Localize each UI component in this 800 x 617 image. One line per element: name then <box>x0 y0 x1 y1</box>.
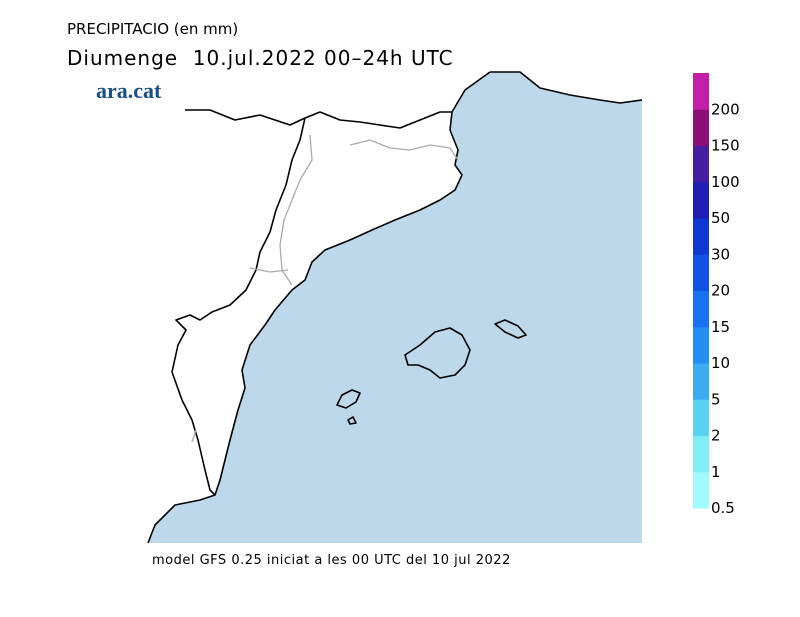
footer: model GFS 0.25 iniciat a les 00 UTC del … <box>152 553 511 568</box>
legend-label: 2 <box>711 427 721 445</box>
legend-swatch <box>693 326 709 364</box>
legend-label: 0.5 <box>711 499 735 517</box>
legend-label: 100 <box>711 173 740 191</box>
legend-label: 30 <box>711 245 730 263</box>
map-title: PRECIPITACIO (en mm) <box>67 20 238 38</box>
legend-swatch <box>693 109 709 146</box>
legend-label: 20 <box>711 282 730 300</box>
legend-label: 50 <box>711 209 730 227</box>
map <box>147 71 643 544</box>
legend-swatch <box>693 73 709 110</box>
legend-label: 1 <box>711 463 721 481</box>
legend-swatch <box>693 181 709 219</box>
legend-swatch <box>693 218 709 255</box>
legend-label: 5 <box>711 390 721 408</box>
legend-label: 15 <box>711 318 730 336</box>
island-menorca <box>494 319 527 339</box>
legend-label: 200 <box>711 100 740 118</box>
legend-swatch <box>693 363 709 400</box>
sea <box>148 72 642 543</box>
island-mallorca <box>404 327 471 379</box>
logo: ara.cat <box>96 78 162 103</box>
coastline <box>147 71 643 544</box>
legend-swatch <box>693 145 709 183</box>
border <box>171 109 452 496</box>
map-subtitle: Diumenge 10.jul.2022 00–24h UTC <box>67 46 454 70</box>
legend: 0.5 1 2 5 10 15 20 30 50 100 150 200 <box>693 73 740 517</box>
island-ibiza <box>336 389 361 409</box>
legend-swatch <box>693 471 709 509</box>
legend-label: 10 <box>711 354 730 372</box>
legend-swatch <box>693 290 709 328</box>
region-border <box>191 134 459 443</box>
legend-swatch <box>693 399 709 436</box>
legend-label: 150 <box>711 137 740 155</box>
legend-swatch <box>693 435 709 473</box>
legend-swatch <box>693 254 709 291</box>
island-formentera <box>347 416 357 425</box>
